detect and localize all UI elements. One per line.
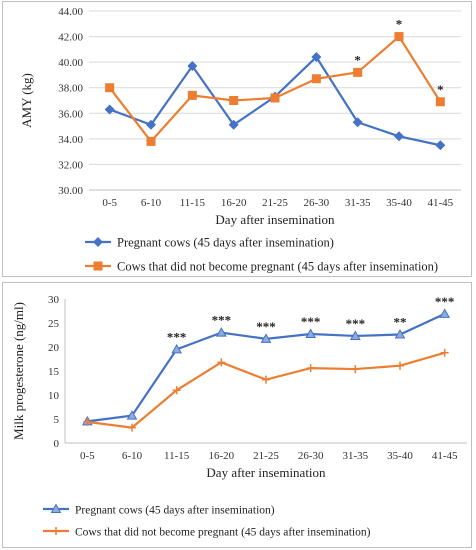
y-tick-label: 44.00 <box>58 6 83 18</box>
y-tick-label: 5 <box>54 414 60 426</box>
data-point <box>229 96 239 105</box>
data-point <box>351 365 360 374</box>
significance-mark: ** <box>394 315 407 330</box>
x-axis-title: Day after insemination <box>215 212 335 227</box>
data-point <box>172 386 181 395</box>
significance-mark: *** <box>212 313 232 328</box>
x-tick-label: 0-5 <box>80 450 95 462</box>
significance-mark: *** <box>256 319 276 334</box>
x-tick-label: 26-30 <box>298 450 324 462</box>
y-tick-label: 38.00 <box>58 83 83 95</box>
legend-marker <box>52 527 60 535</box>
progesterone-chart-panel: 0 5 10 15 20 25 30 0-5 6-10 11-15 16-20 21-25 26-30 3… <box>2 282 472 548</box>
y-tick-label: 0 <box>54 438 60 450</box>
significance-mark: *** <box>167 329 187 344</box>
data-point <box>83 417 92 426</box>
y-tick-label: 15 <box>48 366 60 378</box>
significance-mark: * <box>396 17 403 32</box>
y-axis-title: Milk progesterone (ng/ml) <box>11 302 26 440</box>
y-tick-label: 20 <box>48 342 60 354</box>
data-point <box>104 104 115 115</box>
data-point <box>146 119 156 130</box>
x-tick-label: 11-15 <box>164 450 190 462</box>
series-line-1 <box>108 34 442 144</box>
significance-mark: * <box>354 52 361 67</box>
x-tick-label: 41-45 <box>427 197 453 209</box>
x-tick-label: 6-10 <box>141 197 162 209</box>
y-tick-label: 32.00 <box>58 159 83 171</box>
x-tick-label: 21-25 <box>262 197 288 209</box>
y-tick-label: 10 <box>48 390 60 402</box>
data-point <box>352 117 363 128</box>
x-tick-label: 35-40 <box>386 197 412 209</box>
data-point <box>349 330 361 340</box>
x-tick-label: 6-10 <box>122 450 143 462</box>
data-point <box>187 60 198 71</box>
y-tick-label: 42.00 <box>58 32 83 44</box>
significance-mark: *** <box>435 294 455 309</box>
x-tick-label: 31-35 <box>342 450 368 462</box>
significance-mark: * <box>437 82 444 97</box>
data-point <box>217 358 226 367</box>
x-tick-label: 11-15 <box>180 197 206 209</box>
x-axis-title: Day after insemination <box>206 465 326 480</box>
y-tick-label: 34.00 <box>58 134 83 146</box>
y-tick-label: 36.00 <box>58 108 83 120</box>
data-point <box>105 83 115 93</box>
y-tick-label: 30.00 <box>58 185 83 197</box>
data-point <box>440 348 449 357</box>
progesterone-chart: 0 5 10 15 20 25 30 0-5 6-10 11-15 16-20 21-25 26-30 3… <box>11 294 467 539</box>
x-tick-label: 16-20 <box>221 197 247 209</box>
data-point <box>435 140 446 151</box>
data-point <box>311 52 322 63</box>
series-line-1 <box>87 351 445 429</box>
x-tick-label: 26-30 <box>303 197 329 209</box>
x-tick-label: 16-20 <box>208 450 234 462</box>
legend-marker <box>50 503 62 513</box>
data-point <box>306 364 315 373</box>
data-point <box>187 90 197 100</box>
data-point <box>311 74 321 84</box>
y-tick-label: 30 <box>48 294 60 306</box>
data-point <box>146 136 156 146</box>
data-point <box>394 131 404 142</box>
data-point <box>394 32 404 42</box>
data-point <box>394 329 406 339</box>
y-tick-label: 25 <box>48 318 60 330</box>
data-point <box>305 328 317 339</box>
data-point <box>262 375 270 384</box>
x-tick-label: 31-35 <box>345 197 371 209</box>
legend-label: Cows that did not become pregnant (45 da… <box>75 527 371 539</box>
y-axis-title: AMY (kg) <box>19 73 34 128</box>
legend-marker <box>93 237 103 247</box>
significance-mark: *** <box>346 316 366 331</box>
data-point <box>270 93 280 103</box>
y-tick-label: 40.00 <box>58 57 83 69</box>
data-point <box>126 410 138 420</box>
x-tick-label: 21-25 <box>253 450 279 462</box>
data-point <box>228 119 239 130</box>
amy-chart-panel: 30.00 32.00 34.00 36.00 38.00 40.00 42.00 44.00… <box>2 1 472 277</box>
data-point <box>128 423 136 432</box>
data-point <box>439 308 451 318</box>
significance-mark: *** <box>301 314 321 329</box>
legend-label: Pregnant cows (45 days after inseminatio… <box>117 236 334 250</box>
data-point <box>435 97 445 107</box>
data-point <box>353 67 363 77</box>
data-point <box>215 327 227 337</box>
x-tick-label: 0-5 <box>102 197 117 209</box>
data-point <box>260 333 272 343</box>
amy-chart: 30.00 32.00 34.00 36.00 38.00 40.00 42.00 44.00… <box>19 6 461 274</box>
legend-label: Pregnant cows (45 days after inseminatio… <box>75 505 275 517</box>
legend-marker <box>93 261 103 271</box>
data-point <box>171 343 183 354</box>
x-tick-label: 41-45 <box>432 450 458 462</box>
data-point <box>396 361 404 370</box>
x-tick-label: 35-40 <box>387 450 413 462</box>
legend-label: Cows that did not become pregnant (45 da… <box>117 260 438 274</box>
